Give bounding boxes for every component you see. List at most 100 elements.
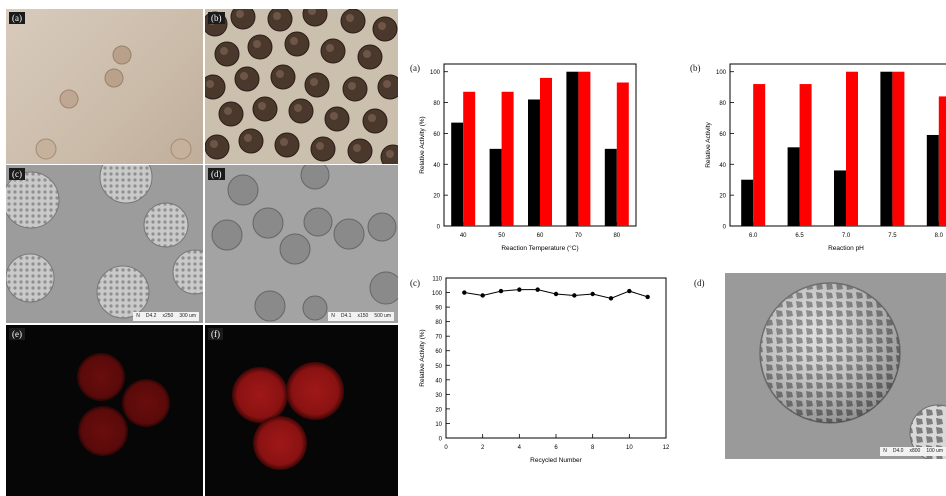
data-point — [627, 288, 632, 294]
panel-label-micro-b: (b) — [208, 12, 225, 24]
bar — [616, 82, 629, 226]
y-tick-label: 10 — [435, 422, 442, 428]
chart-a-temperature: 0 20 40 60 80 100 40 50 60 70 80 Reaction Temperatu… — [419, 63, 637, 252]
data-point — [553, 291, 559, 297]
y-tick-label: 20 — [719, 194, 726, 200]
bar — [566, 71, 579, 226]
y-tick-label: 40 — [435, 378, 442, 384]
microsphere-highlight — [276, 70, 284, 78]
data-point — [498, 288, 504, 294]
microsphere — [342, 76, 368, 102]
x-tick-label: 40 — [460, 233, 467, 239]
plot-frame — [445, 277, 667, 439]
panel-label-micro-e: (e) — [9, 328, 25, 340]
microsphere-highlight — [206, 80, 214, 88]
particles-f — [232, 362, 344, 470]
microsphere-highlight — [326, 44, 334, 52]
data-point — [480, 293, 485, 298]
microsphere-highlight — [310, 78, 318, 86]
microsphere — [205, 134, 230, 160]
x-tick-label: 12 — [663, 445, 670, 451]
bar — [489, 148, 502, 226]
microsphere-highlight — [290, 37, 298, 45]
scalebar-sem-d: N D4.0 x800 100 um — [880, 447, 946, 456]
y-tick-label: 80 — [435, 320, 442, 326]
fluorescence-e: (e) — [6, 325, 203, 496]
microsphere — [357, 44, 383, 70]
microsphere — [304, 72, 330, 98]
chart-a-label: (a) — [410, 63, 420, 73]
microsphere — [347, 138, 373, 164]
bar — [938, 96, 946, 227]
bar — [741, 179, 754, 226]
data-point — [590, 291, 595, 297]
microsphere — [238, 128, 264, 154]
x-tick-label: 4 — [518, 445, 522, 451]
microsphere — [310, 136, 336, 162]
microsphere-highlight — [353, 144, 361, 152]
fluorescence-f: (f) — [205, 325, 398, 496]
bar — [926, 134, 939, 226]
microsphere-highlight — [273, 12, 281, 20]
chart-c-label: (c) — [410, 278, 420, 288]
y-tick-label: 100 — [716, 70, 727, 76]
x-tick-label: 8.0 — [935, 233, 944, 239]
panel-label-micro-a: (a) — [9, 12, 25, 24]
microsphere — [284, 31, 310, 57]
x-tick-label: 6.5 — [795, 233, 804, 239]
y-axis-label: Relative Activity (%) — [419, 116, 426, 173]
microsphere-highlight — [280, 138, 288, 146]
microsphere-highlight — [253, 40, 261, 48]
y-tick-label: 60 — [435, 349, 442, 355]
panel-label-micro-d: (d) — [208, 168, 225, 180]
x-tick-label: 0 — [444, 445, 448, 451]
chart-b-ph: 0 20 40 60 80 100 6.0 6.5 7.0 7.5 8.0 Reaction pH Re… — [705, 63, 946, 252]
bar — [753, 84, 766, 226]
x-tick-label: 60 — [537, 233, 544, 239]
data-point — [645, 294, 650, 300]
x-tick-label: 10 — [626, 445, 633, 451]
microsphere — [324, 106, 350, 132]
microsphere-highlight — [316, 142, 324, 150]
microsphere — [340, 9, 366, 34]
bar — [892, 71, 905, 226]
microsphere-highlight — [346, 14, 354, 22]
chart-c-recycling: 0 10 20 30 40 50 60 70 80 90 100 110 0 2 4 6 8 10 12 Recycl… — [419, 277, 670, 465]
y-tick-label: 0 — [437, 225, 441, 231]
x-tick-label: 7.5 — [888, 233, 897, 239]
scalebar-c: N D4.2 x250 300 um — [133, 312, 199, 321]
microsphere-highlight — [348, 82, 356, 90]
bar — [578, 71, 591, 226]
bar — [834, 170, 846, 226]
chart-d-label: (d) — [694, 278, 705, 288]
microsphere-highlight — [294, 104, 302, 112]
bar — [501, 91, 514, 226]
microsphere-highlight — [386, 150, 394, 158]
sem-image-d: N D4.0 x800 100 um — [725, 273, 946, 459]
bar — [787, 147, 800, 226]
data-point — [462, 290, 467, 295]
x-axis-label: Reaction Temperature (°C) — [501, 244, 578, 252]
bar — [528, 99, 540, 226]
y-tick-label: 40 — [719, 163, 726, 169]
microsphere — [270, 64, 296, 90]
micrograph-c: (c) N D4.2 x250 300 um — [6, 165, 203, 323]
microsphere — [252, 96, 278, 122]
bar — [604, 148, 617, 226]
microsphere-highlight — [368, 114, 376, 122]
x-tick-label: 6 — [554, 445, 558, 451]
x-axis-label: Recycled Number — [530, 457, 582, 464]
microsphere-highlight — [363, 50, 371, 58]
bar — [880, 71, 893, 226]
x-tick-label: 80 — [613, 233, 620, 239]
x-tick-label: 7.0 — [842, 233, 851, 239]
microsphere — [214, 41, 240, 67]
microsphere-highlight — [258, 102, 266, 110]
y-tick-label: 60 — [433, 132, 440, 138]
x-tick-label: 50 — [498, 233, 505, 239]
microsphere-highlight — [308, 9, 316, 15]
y-axis-label: Relative Activity — [705, 121, 712, 167]
microsphere — [274, 132, 300, 158]
microsphere — [234, 66, 260, 92]
x-tick-label: 2 — [481, 445, 485, 451]
